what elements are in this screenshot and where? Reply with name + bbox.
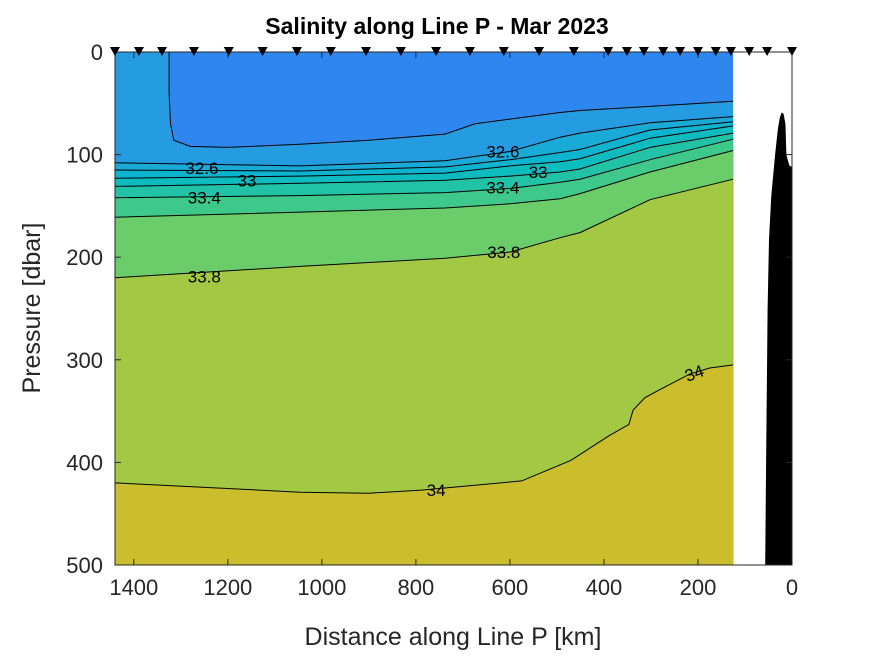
contour-fill-33.8	[115, 52, 734, 565]
x-tick-label: 1400	[109, 575, 158, 600]
station-marker-icon	[291, 47, 302, 56]
station-marker-icon	[431, 47, 442, 56]
contour-label: 32.6	[185, 159, 218, 178]
station-marker-icon	[675, 47, 686, 56]
y-tick-label: 500	[66, 553, 103, 578]
station-marker-icon	[223, 47, 234, 56]
contour-label: 32.6	[486, 143, 519, 162]
x-tick-label: 600	[492, 575, 529, 600]
bathymetry-shape	[765, 112, 792, 565]
x-tick-label: 800	[398, 575, 435, 600]
station-marker-icon	[710, 47, 721, 56]
y-tick-label: 400	[66, 450, 103, 475]
station-marker-icon	[621, 47, 632, 56]
y-tick-label: 300	[66, 348, 103, 373]
station-marker-icon	[498, 47, 509, 56]
station-marker-icon	[744, 47, 755, 56]
station-marker-icon	[361, 47, 372, 56]
contour-line-34	[115, 364, 734, 494]
station-marker-icon	[568, 47, 579, 56]
station-marker-icon	[157, 47, 168, 56]
contour-line-33.4	[115, 138, 734, 199]
x-tick-label: 1200	[203, 575, 252, 600]
station-marker-icon	[692, 47, 703, 56]
bathymetry	[765, 112, 792, 565]
contour-label: 33.4	[188, 189, 221, 208]
station-marker-icon	[133, 47, 144, 56]
station-marker-icon	[658, 47, 669, 56]
contour-label: 33.4	[486, 178, 519, 197]
contour-label: 33	[237, 171, 256, 190]
x-tick-label: 200	[680, 575, 717, 600]
station-marker-icon	[464, 47, 475, 56]
axes-box	[114, 51, 793, 566]
x-tick-label: 400	[586, 575, 623, 600]
contour-line-33.8	[115, 178, 734, 279]
y-tick-label: 100	[66, 143, 103, 168]
station-marker-icon	[395, 47, 406, 56]
chart-title: Salinity along Line P - Mar 2023	[265, 13, 608, 39]
y-tick-label: 0	[91, 40, 103, 65]
contour-line-33	[115, 125, 734, 179]
contour-label: 33.8	[487, 243, 520, 262]
x-axis-label: Distance along Line P [km]	[305, 623, 602, 651]
contour-label: 34	[427, 481, 446, 500]
contour-lines	[115, 52, 734, 494]
contour-line-32.4	[168, 52, 734, 148]
station-marker-icon	[325, 47, 336, 56]
station-markers	[110, 47, 797, 56]
contour-fills	[115, 52, 734, 565]
y-tick-label: 200	[66, 245, 103, 270]
x-tick-label: 1000	[297, 575, 346, 600]
contour-line-32.8	[115, 121, 734, 172]
x-tick-label: 0	[786, 575, 798, 600]
station-marker-icon	[534, 47, 545, 56]
contour-line-33.2	[115, 132, 734, 187]
station-marker-icon	[725, 47, 736, 56]
station-marker-icon	[603, 47, 614, 56]
station-marker-icon	[257, 47, 268, 56]
axes: 1400 1200 1000 800 600 400 200 0 0 100 200 300 400 50…	[66, 40, 798, 600]
station-marker-icon	[787, 47, 797, 56]
contour-label: 33.8	[188, 268, 221, 287]
station-marker-icon	[638, 47, 649, 56]
contour-fill-34	[115, 52, 734, 565]
contour-line-33.6	[115, 150, 734, 218]
contour-line-32.6	[115, 116, 734, 167]
station-marker-icon	[188, 47, 199, 56]
station-marker-icon	[762, 47, 773, 56]
y-axis-label: Pressure [dbar]	[18, 223, 46, 394]
station-marker-icon	[110, 47, 120, 56]
contour-label: 33	[529, 163, 548, 182]
